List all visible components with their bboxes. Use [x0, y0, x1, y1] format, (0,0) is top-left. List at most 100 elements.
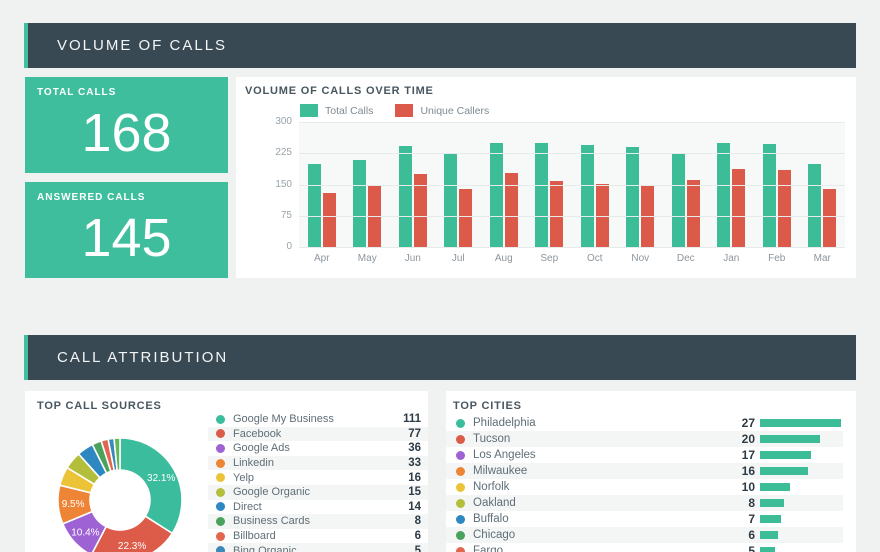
- city-bar[interactable]: [760, 419, 841, 427]
- bar-total-calls-jul[interactable]: [444, 154, 458, 247]
- city-row: Milwaukee 16: [446, 463, 843, 479]
- bar-group-nov: [618, 122, 664, 247]
- source-label: Direct: [233, 500, 262, 513]
- city-bar[interactable]: [760, 467, 808, 475]
- month-labels: Apr May Jun Jul Aug Sep Oct Nov Dec Jan Feb Mar: [299, 253, 845, 264]
- bar-unique-callers-feb[interactable]: [777, 170, 791, 247]
- city-dot-icon: [456, 466, 465, 476]
- source-label: Business Cards: [233, 515, 311, 528]
- card-total-calls: TOTAL CALLS 168: [25, 77, 228, 173]
- source-dot-icon: [216, 473, 225, 483]
- gridline: [299, 247, 845, 248]
- source-label: Google Ads: [233, 442, 290, 455]
- source-dot-icon: [216, 546, 225, 552]
- bar-total-calls-aug[interactable]: [489, 143, 503, 247]
- donut-slice-facebook[interactable]: [91, 515, 174, 552]
- bar-total-calls-oct[interactable]: [580, 145, 594, 247]
- bar-unique-callers-dec[interactable]: [686, 180, 700, 247]
- y-axis-tick: 150: [275, 178, 292, 190]
- bar-group-jun: [390, 122, 436, 247]
- city-bar[interactable]: [760, 451, 811, 459]
- source-dot-icon: [216, 443, 225, 453]
- gridline: [299, 153, 845, 155]
- source-row: Yelp 16: [208, 470, 428, 485]
- city-label: Fargo: [473, 545, 504, 552]
- bar-total-calls-feb[interactable]: [762, 144, 776, 247]
- city-bar[interactable]: [760, 435, 820, 443]
- bar-unique-callers-apr[interactable]: [322, 193, 336, 247]
- bar-unique-callers-jan[interactable]: [732, 169, 746, 247]
- source-value: 16: [408, 471, 421, 484]
- city-bar[interactable]: [760, 499, 784, 507]
- city-bar[interactable]: [760, 483, 790, 491]
- month-label-jun: Jun: [404, 253, 421, 264]
- gridline: [299, 184, 845, 186]
- city-row: Tucson 20: [446, 431, 843, 447]
- city-list: Philadelphia 27 Tucson 20 Los Angeles 17 Milwa…: [446, 415, 843, 552]
- source-label: Billboard: [233, 530, 276, 543]
- bar-unique-callers-jun[interactable]: [413, 174, 427, 247]
- source-value: 8: [414, 515, 421, 528]
- y-axis-tick: 75: [280, 209, 292, 221]
- source-value: 6: [414, 530, 421, 543]
- bar-total-calls-jun[interactable]: [398, 146, 412, 247]
- sources-panel: TOP CALL SOURCES 32.1% 22.3% 10.4% 9.5% Goo…: [25, 391, 428, 552]
- section-header-volume: VOLUME OF CALLS: [24, 23, 856, 68]
- city-bar-track: [760, 419, 843, 427]
- card-total-calls-value: 168: [81, 102, 172, 163]
- city-value: 5: [748, 544, 755, 552]
- city-dot-icon: [456, 450, 465, 460]
- month-label-mar: Mar: [813, 253, 831, 264]
- city-bar-track: [760, 467, 843, 475]
- legend-item-unique-callers: Unique Callers: [395, 104, 489, 117]
- city-bar[interactable]: [760, 547, 775, 552]
- city-dot-icon: [456, 530, 465, 540]
- bar-total-calls-mar[interactable]: [808, 164, 822, 247]
- month-label-jan: Jan: [723, 253, 740, 264]
- card-total-calls-label: TOTAL CALLS: [37, 87, 117, 98]
- source-dot-icon: [216, 502, 225, 512]
- city-value: 17: [741, 448, 755, 462]
- source-row: Google Ads 36: [208, 441, 428, 456]
- city-value: 20: [741, 432, 755, 446]
- bar-unique-callers-mar[interactable]: [823, 189, 837, 247]
- source-row: Billboard 6: [208, 529, 428, 544]
- bar-total-calls-nov[interactable]: [626, 147, 640, 247]
- city-label: Norfolk: [473, 481, 510, 493]
- bar-unique-callers-sep[interactable]: [550, 181, 564, 247]
- bar-unique-callers-oct[interactable]: [595, 184, 609, 247]
- bar-total-calls-jan[interactable]: [717, 143, 731, 247]
- bar-unique-callers-aug[interactable]: [504, 173, 518, 247]
- month-label-jul: Jul: [451, 253, 465, 264]
- city-bar-track: [760, 531, 843, 539]
- bar-unique-callers-jul[interactable]: [459, 189, 473, 247]
- bar-total-calls-apr[interactable]: [307, 164, 321, 247]
- city-row: Philadelphia 27: [446, 415, 843, 431]
- city-bar-track: [760, 435, 843, 443]
- source-dot-icon: [216, 516, 225, 526]
- bar-total-calls-sep[interactable]: [535, 143, 549, 247]
- month-label-dec: Dec: [676, 253, 695, 264]
- bar-total-calls-dec[interactable]: [671, 154, 685, 247]
- city-value: 8: [748, 496, 755, 510]
- source-row: Google Organic 15: [208, 484, 428, 500]
- city-bar[interactable]: [760, 531, 778, 539]
- donut-slice-google-my-business[interactable]: [119, 437, 183, 535]
- bar-total-calls-may[interactable]: [353, 160, 367, 247]
- city-value: 27: [741, 416, 755, 430]
- bar-group-jul: [436, 122, 482, 247]
- donut-slice-other[interactable]: [113, 437, 121, 472]
- source-row: Facebook 77: [208, 426, 428, 442]
- city-bar[interactable]: [760, 515, 781, 523]
- city-label: Milwaukee: [473, 465, 528, 477]
- section-title-attribution: CALL ATTRIBUTION: [57, 349, 229, 366]
- y-axis-tick: 0: [286, 241, 292, 252]
- month-label-apr: Apr: [313, 253, 330, 264]
- city-value: 7: [748, 512, 755, 526]
- source-dot-icon: [216, 487, 225, 497]
- city-bar-track: [760, 515, 843, 523]
- city-bar-track: [760, 451, 843, 459]
- legend-swatch-unique-callers-icon: [395, 104, 414, 117]
- source-value: 111: [403, 413, 421, 426]
